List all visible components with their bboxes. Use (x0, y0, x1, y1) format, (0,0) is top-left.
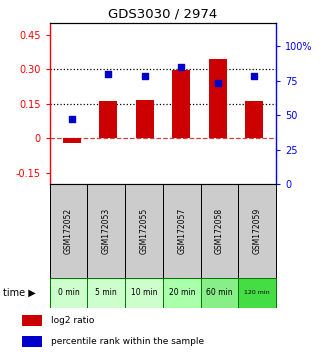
Bar (99, 101, 117, 138)
Text: GSM172053: GSM172053 (102, 208, 111, 254)
Text: 0 min: 0 min (58, 289, 80, 297)
Bar (63, 138, 81, 143)
Bar (22, 315, 42, 326)
Text: GSM172059: GSM172059 (253, 208, 262, 254)
Bar (125, 184, 163, 278)
Text: 60 min: 60 min (206, 289, 233, 297)
Text: percentile rank within the sample: percentile rank within the sample (51, 337, 204, 346)
Bar (245, 101, 263, 138)
Bar (135, 100, 154, 138)
Bar (172, 70, 190, 138)
Bar (50, 278, 87, 308)
Bar (238, 184, 276, 278)
Text: GSM172057: GSM172057 (177, 208, 186, 254)
Bar (201, 184, 238, 278)
Bar (209, 59, 227, 138)
Text: GSM172052: GSM172052 (64, 208, 73, 254)
Point (69, 116, 74, 122)
Text: GSM172058: GSM172058 (215, 208, 224, 254)
Text: 120 min: 120 min (244, 290, 270, 296)
Bar (238, 278, 276, 308)
Title: GDS3030 / 2974: GDS3030 / 2974 (108, 7, 218, 21)
Point (142, 74, 147, 79)
Point (106, 71, 111, 76)
Text: 10 min: 10 min (131, 289, 157, 297)
Text: log2 ratio: log2 ratio (51, 316, 95, 325)
Bar (125, 278, 163, 308)
Point (215, 80, 220, 86)
Bar (163, 278, 201, 308)
Bar (201, 278, 238, 308)
Text: time ▶: time ▶ (3, 288, 36, 298)
Text: 20 min: 20 min (169, 289, 195, 297)
Bar (87, 278, 125, 308)
Text: 5 min: 5 min (95, 289, 117, 297)
Bar (87, 184, 125, 278)
Point (178, 64, 184, 70)
Bar (50, 184, 87, 278)
Bar (163, 184, 201, 278)
Bar (22, 336, 42, 347)
Point (252, 74, 257, 79)
Text: GSM172055: GSM172055 (140, 208, 149, 254)
